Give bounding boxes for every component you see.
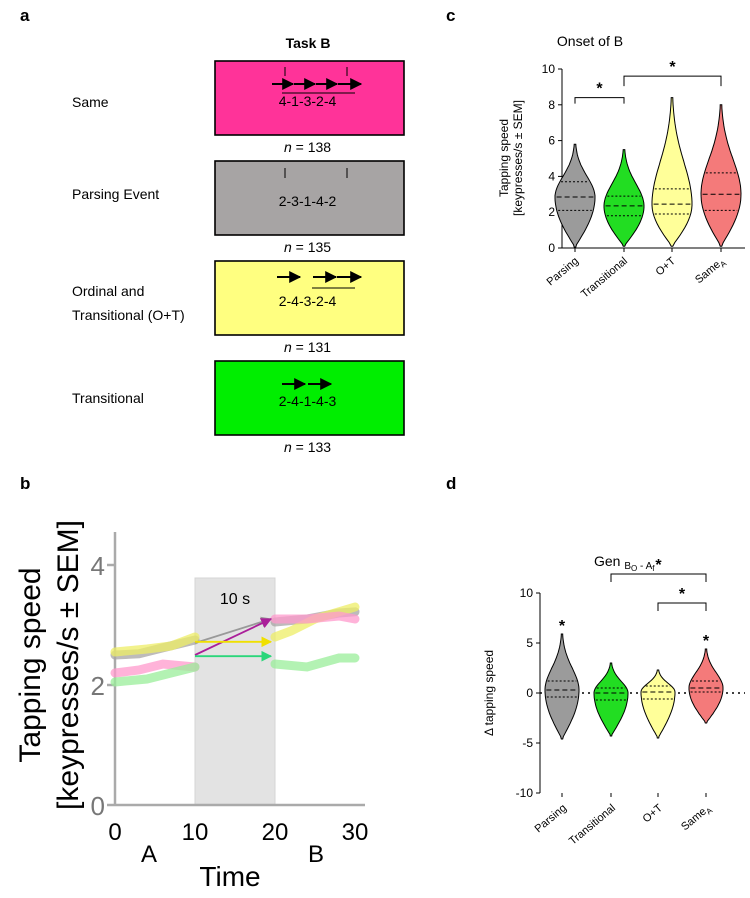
- panel-label-c: c: [446, 6, 455, 25]
- prediction-arrow: [194, 618, 272, 656]
- significance-star: *: [669, 59, 676, 76]
- category-label: O+T: [654, 255, 679, 278]
- chart-d-title: Gen BO - Af: [594, 553, 655, 573]
- n-count: n = 133: [284, 439, 331, 455]
- series-line-same-b: [270, 611, 360, 624]
- sequence-text: 2-4-1-4-3: [279, 393, 337, 409]
- violin-parsing: [554, 143, 596, 248]
- task-b-title: Task B: [286, 35, 331, 51]
- y-tick-label: 10: [542, 62, 556, 76]
- y-axis-title-group: Δ tapping speed: [482, 650, 496, 736]
- significance-star: *: [559, 618, 566, 635]
- y-tick-label: -5: [522, 736, 533, 750]
- y-tick-label: -10: [516, 786, 534, 800]
- violin-o-t: [651, 97, 693, 247]
- series-line-same-a: [110, 659, 200, 678]
- panel-d-chart: Gen BO - Af -10 -5 0 5 10 Δ tapping speed Parsi…: [482, 553, 745, 848]
- category-label: Parsing: [545, 255, 581, 288]
- n-count: n = 138: [284, 139, 331, 155]
- panel-label-a: a: [20, 6, 30, 25]
- violin-same: [700, 104, 742, 247]
- shaded-window: [194, 577, 276, 806]
- y-tick-label: 0: [548, 241, 555, 255]
- significance-bracket: [623, 75, 722, 87]
- series-line-o-t-a: [110, 632, 200, 657]
- category-label: Parsing: [533, 802, 569, 835]
- sequence-text: 4-1-3-2-4: [279, 93, 337, 109]
- x-tick-label: 0: [108, 819, 121, 846]
- significance-bracket: [657, 602, 707, 611]
- y-tick-label: 8: [548, 98, 555, 112]
- panel-label-b: b: [20, 474, 30, 493]
- violin-transitional: [593, 662, 629, 737]
- prediction-arrow: [194, 616, 273, 644]
- series-line-transitional-b: [270, 653, 360, 672]
- significance-star: *: [596, 81, 603, 98]
- y-axis-title-line2: [keypresses/s ± SEM]: [511, 100, 525, 216]
- y-tick-label: 0: [91, 791, 105, 821]
- category-label: O+T: [641, 802, 666, 825]
- category-label: Transitional: [567, 802, 618, 847]
- shaded-window-label: 10 s: [220, 591, 250, 608]
- significance-bracket: [610, 573, 707, 582]
- condition-box-0: [214, 60, 405, 136]
- y-axis-title-line2: [keypresses/s ± SEM]: [52, 520, 85, 810]
- category-label: Transitional: [579, 255, 630, 300]
- sequence-text: 2-3-1-4-2: [279, 193, 337, 209]
- phase-label-a: A: [141, 841, 157, 868]
- y-tick-label: 4: [91, 551, 105, 581]
- phase-label-b: B: [308, 841, 324, 868]
- significance-bracket: [574, 97, 625, 104]
- sequence-text: 2-4-3-2-4: [279, 293, 337, 309]
- panel-b-chart: 10 s 0 2 4 0 10 20 30 A B Time Tapping speed [keypre…: [14, 520, 368, 892]
- x-tick-label: 10: [182, 819, 209, 846]
- condition-box-2: [214, 260, 405, 336]
- y-tick-label: 6: [548, 134, 555, 148]
- significance-star: *: [679, 586, 686, 603]
- y-tick-label: 0: [526, 686, 533, 700]
- panel-c-chart: Onset of B 0 2 4 6 8 10 Tapping speed [keypress…: [497, 33, 745, 301]
- condition-box-3: [214, 360, 405, 436]
- condition-label: Parsing Event: [72, 186, 159, 202]
- y-axis-title-group: Tapping speed [keypresses/s ± SEM]: [14, 520, 85, 810]
- n-count: n = 135: [284, 239, 331, 255]
- significance-star: *: [655, 557, 662, 574]
- condition-label: Transitional (O+T): [72, 307, 185, 323]
- violin-o-t: [640, 669, 676, 739]
- y-tick-label: 2: [91, 671, 105, 701]
- category-label: SameA: [679, 802, 715, 835]
- violin-same: [688, 648, 724, 724]
- condition-label: Same: [72, 94, 109, 110]
- series-line-transitional-a: [110, 662, 200, 687]
- y-axis-title: Δ tapping speed: [482, 650, 496, 736]
- condition-label: Transitional: [72, 390, 144, 406]
- y-tick-label: 2: [548, 205, 555, 219]
- panel-a: Task B Same 4-1-3-2-4 n = 138 Parsing Event…: [72, 35, 405, 455]
- panel-label-d: d: [446, 474, 456, 493]
- y-axis-title-line1: Tapping speed: [497, 119, 511, 197]
- n-count: n = 131: [284, 339, 331, 355]
- x-tick-label: 20: [262, 819, 289, 846]
- x-tick-label: 30: [342, 819, 369, 846]
- x-axis-title: Time: [199, 861, 260, 892]
- y-tick-label: 10: [520, 586, 534, 600]
- y-tick-label: 5: [526, 636, 533, 650]
- chart-c-title: Onset of B: [557, 33, 623, 49]
- condition-label: Ordinal and: [72, 283, 144, 299]
- y-tick-label: 4: [548, 169, 555, 183]
- violin-transitional: [603, 149, 645, 247]
- condition-box-1: [214, 160, 405, 236]
- violin-parsing: [544, 633, 580, 740]
- y-axis-title-line1: Tapping speed: [14, 567, 47, 762]
- significance-star: *: [703, 633, 710, 650]
- y-axis-title-group: Tapping speed [keypresses/s ± SEM]: [497, 100, 525, 216]
- category-label: SameA: [693, 255, 729, 288]
